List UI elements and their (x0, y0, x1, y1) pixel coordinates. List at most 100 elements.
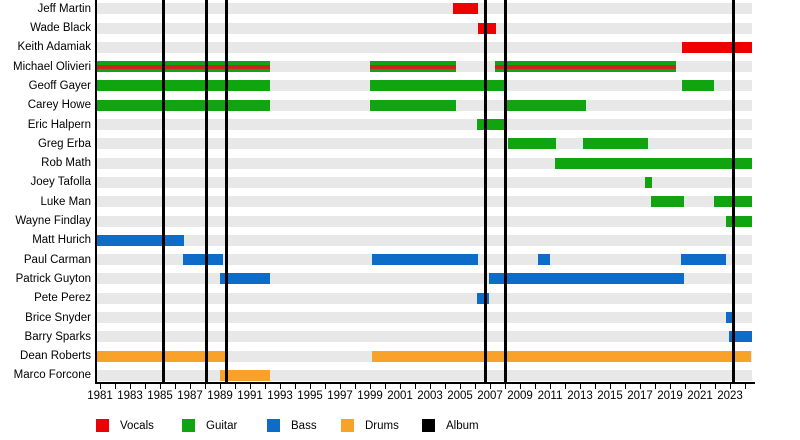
member-label: Luke Man (40, 195, 91, 208)
guitar-bar (725, 215, 752, 227)
axis-tick (144, 384, 146, 389)
bass-bar (476, 292, 489, 304)
member-label: Marco Forcone (13, 369, 91, 382)
axis-tick (414, 384, 416, 389)
guitar-bar (644, 176, 652, 188)
guitar-bar (650, 196, 684, 208)
axis-tick (654, 384, 656, 389)
row-band (97, 41, 752, 53)
axis-tick-label: 2003 (417, 390, 443, 402)
axis-tick-label: 1999 (357, 390, 383, 402)
album-line (503, 0, 507, 382)
row-band (97, 369, 752, 381)
axis-tick (474, 384, 476, 389)
member-label: Greg Erba (37, 137, 91, 150)
axis-tick-label: 2021 (687, 390, 713, 402)
bass-bar (371, 254, 478, 266)
album-line (161, 0, 165, 382)
legend-label-drums: Drums (365, 419, 399, 432)
row-band (97, 3, 752, 15)
bass-bar (680, 254, 726, 266)
guitar-bar (682, 80, 714, 92)
legend-label-vocals: Vocals (120, 419, 154, 432)
vocals-bar (478, 22, 496, 34)
axis-tick (669, 384, 671, 389)
axis-tick (714, 384, 716, 389)
vocals-stripe (370, 65, 456, 69)
row-band (97, 215, 752, 227)
axis-tick (684, 384, 686, 389)
member-label: Matt Hurich (32, 234, 91, 247)
member-label: Pete Perez (34, 292, 91, 305)
axis-tick-label: 1993 (267, 390, 293, 402)
legend-label-bass: Bass (291, 419, 317, 432)
axis-tick (234, 384, 236, 389)
y-axis-spine (95, 0, 97, 383)
vocals-bar (452, 3, 478, 15)
member-label: Brice Snyder (25, 311, 91, 324)
album-line (731, 0, 735, 382)
guitar-bar (583, 138, 648, 150)
member-label: Wade Black (30, 22, 91, 34)
axis-tick-label: 1981 (87, 390, 113, 402)
member-label: Rob Math (41, 157, 91, 170)
axis-tick-label: 1983 (117, 390, 143, 402)
axis-tick (564, 384, 566, 389)
member-label: Barry Sparks (24, 330, 91, 343)
vocals-bar (682, 41, 752, 53)
axis-tick-label: 2015 (597, 390, 623, 402)
bass-swatch (267, 419, 280, 432)
row-band (97, 22, 752, 34)
row-band (97, 234, 752, 246)
member-label: Paul Carman (23, 253, 91, 266)
axis-tick (189, 384, 191, 389)
axis-tick (174, 384, 176, 389)
member-label: Eric Halpern (27, 118, 91, 131)
axis-tick (129, 384, 131, 389)
album-line (205, 0, 208, 382)
bass-bar (728, 331, 752, 343)
member-label: Geoff Gayer (28, 79, 91, 92)
guitar-bar (494, 61, 676, 73)
axis-tick (594, 384, 596, 389)
axis-tick (504, 384, 506, 389)
guitar-bar (97, 80, 270, 92)
axis-tick (219, 384, 221, 389)
vocals-stripe (494, 65, 676, 69)
axis-tick-label: 2017 (627, 390, 653, 402)
bass-bar (538, 254, 550, 266)
member-label: Dean Roberts (20, 350, 91, 363)
guitar-bar (97, 61, 270, 73)
legend-item-drums: Drums (341, 419, 399, 432)
axis-tick (204, 384, 206, 389)
row-band (97, 312, 752, 323)
axis-tick-label: 2013 (567, 390, 593, 402)
guitar-bar (370, 61, 456, 73)
row-band (97, 273, 752, 285)
row-band (97, 176, 752, 188)
guitar-bar (506, 99, 586, 111)
member-label: Carey Howe (27, 99, 91, 112)
legend-item-vocals: Vocals (96, 419, 154, 432)
axis-tick (339, 384, 341, 389)
album-line (484, 0, 487, 382)
axis-tick-label: 2011 (537, 390, 563, 402)
axis-tick-label: 2005 (447, 390, 473, 402)
vocals-stripe (97, 65, 270, 69)
guitar-bar (554, 157, 752, 169)
member-label: Patrick Guyton (15, 272, 91, 285)
row-band (97, 119, 752, 130)
axis-tick (489, 384, 491, 389)
axis-tick (639, 384, 641, 389)
axis-tick-label: 2023 (717, 390, 743, 402)
member-label: Wayne Findlay (15, 215, 91, 227)
row-band (97, 331, 752, 343)
axis-tick (309, 384, 311, 389)
axis-tick (384, 384, 386, 389)
axis-tick (729, 384, 731, 389)
axis-tick (579, 384, 581, 389)
album-swatch (422, 419, 435, 432)
axis-tick (519, 384, 521, 389)
axis-tick (399, 384, 401, 389)
